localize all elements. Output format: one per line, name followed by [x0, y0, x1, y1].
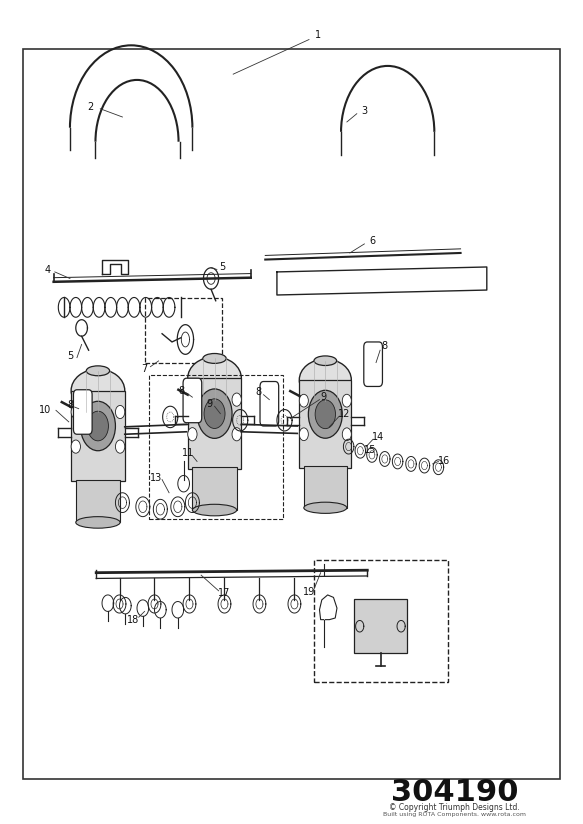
Circle shape	[232, 428, 241, 441]
FancyBboxPatch shape	[260, 382, 279, 426]
Ellipse shape	[76, 517, 120, 528]
Ellipse shape	[299, 359, 352, 400]
Bar	[149, 375, 283, 519]
Ellipse shape	[304, 502, 347, 513]
Text: 12: 12	[338, 409, 350, 419]
Text: 13: 13	[150, 473, 163, 483]
Circle shape	[232, 393, 241, 406]
FancyBboxPatch shape	[364, 342, 382, 386]
Bar	[76, 480, 120, 522]
Text: 8: 8	[382, 341, 388, 351]
Circle shape	[71, 440, 80, 453]
Circle shape	[204, 399, 225, 428]
Text: 1: 1	[315, 30, 321, 40]
Circle shape	[299, 395, 308, 407]
Text: 16: 16	[438, 456, 451, 466]
Text: 19: 19	[303, 587, 315, 597]
Bar	[299, 380, 352, 468]
Text: © Copyright Triumph Designs Ltd.: © Copyright Triumph Designs Ltd.	[389, 803, 520, 812]
Text: 5: 5	[220, 262, 226, 272]
Text: Built using ROTA Components. www.rota.com: Built using ROTA Components. www.rota.co…	[383, 812, 526, 817]
Circle shape	[115, 405, 125, 419]
Circle shape	[80, 401, 115, 451]
Text: 5: 5	[67, 351, 73, 361]
Bar	[71, 391, 125, 481]
Bar	[145, 298, 222, 363]
Text: 9: 9	[321, 392, 326, 402]
Bar	[192, 467, 237, 510]
Circle shape	[299, 428, 308, 441]
Ellipse shape	[314, 356, 336, 366]
Bar	[354, 599, 407, 653]
Circle shape	[342, 428, 352, 441]
Ellipse shape	[192, 504, 237, 516]
Circle shape	[308, 391, 342, 438]
Circle shape	[315, 400, 335, 428]
Text: 2: 2	[87, 102, 93, 112]
Text: 8: 8	[256, 387, 262, 397]
Bar	[23, 49, 560, 779]
Text: 304190: 304190	[391, 778, 518, 808]
Text: 8: 8	[179, 386, 185, 396]
Circle shape	[342, 395, 352, 407]
Text: 8: 8	[67, 400, 73, 410]
Bar	[188, 378, 241, 469]
Ellipse shape	[203, 353, 226, 363]
Ellipse shape	[86, 366, 110, 376]
Text: 4: 4	[45, 265, 51, 275]
Text: 18: 18	[127, 615, 139, 625]
Text: 15: 15	[364, 445, 377, 455]
Circle shape	[197, 389, 232, 438]
Text: 17: 17	[218, 588, 231, 598]
Text: 3: 3	[361, 106, 367, 116]
Circle shape	[188, 393, 197, 406]
Text: 9: 9	[207, 399, 213, 409]
Text: 6: 6	[369, 236, 375, 246]
Text: 14: 14	[371, 432, 384, 442]
Circle shape	[188, 428, 197, 441]
Circle shape	[115, 440, 125, 453]
Circle shape	[71, 405, 80, 419]
FancyBboxPatch shape	[183, 378, 202, 423]
Bar	[314, 560, 448, 682]
Ellipse shape	[188, 357, 241, 400]
Text: 10: 10	[38, 405, 51, 415]
Bar	[304, 466, 347, 508]
Circle shape	[87, 411, 108, 441]
Text: 11: 11	[181, 448, 194, 458]
Ellipse shape	[71, 369, 125, 412]
FancyBboxPatch shape	[73, 390, 92, 434]
Text: 7: 7	[142, 364, 147, 374]
